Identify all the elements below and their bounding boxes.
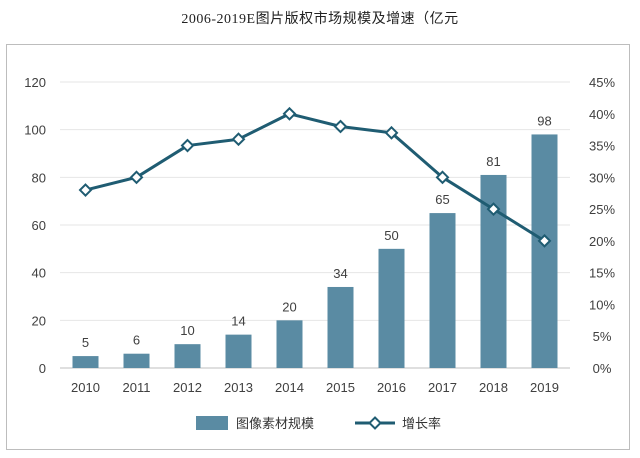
growth-marker: [231, 132, 246, 147]
growth-marker: [486, 202, 501, 217]
bar-data-label: 81: [486, 154, 500, 169]
bar-data-label: 6: [133, 333, 140, 348]
y-left-tick-label: 80: [32, 170, 46, 185]
bar: [123, 353, 150, 368]
y-left-tick-label: 120: [24, 75, 46, 90]
bar: [72, 356, 99, 368]
y-right-tick-label: 30%: [589, 170, 615, 185]
x-tick-label: 2010: [71, 380, 100, 395]
x-tick-label: 2012: [173, 380, 202, 395]
chart-frame: [6, 44, 630, 450]
y-left-tick-label: 100: [24, 123, 46, 138]
y-right-tick-label: 10%: [589, 297, 615, 312]
legend-line-marker: [368, 416, 382, 430]
y-left-tick-label: 20: [32, 313, 46, 328]
y-left-tick-label: 40: [32, 266, 46, 281]
x-tick-label: 2016: [377, 380, 406, 395]
growth-marker: [78, 183, 93, 197]
growth-marker: [129, 170, 144, 185]
growth-marker: [333, 119, 348, 134]
bar: [429, 213, 456, 368]
bar-data-label: 50: [384, 228, 398, 243]
y-right-tick-label: 40%: [589, 107, 615, 122]
y-right-tick-label: 15%: [589, 266, 615, 281]
bar: [276, 320, 303, 368]
bar-data-label: 20: [282, 299, 296, 314]
x-tick-label: 2019: [530, 380, 559, 395]
legend-bar-swatch: [196, 416, 228, 430]
bar: [225, 334, 252, 368]
growth-line: [85, 112, 546, 243]
bar-data-label: 10: [180, 323, 194, 338]
y-right-tick-label: 5%: [593, 329, 612, 344]
x-tick-label: 2018: [479, 380, 508, 395]
bar-data-label: 65: [435, 192, 449, 207]
bar-data-label: 5: [82, 335, 89, 350]
x-tick-label: 2014: [275, 380, 304, 395]
y-right-tick-label: 35%: [589, 139, 615, 154]
bar: [327, 286, 354, 368]
bar-data-label: 98: [537, 113, 551, 128]
growth-marker: [435, 170, 450, 185]
growth-marker: [282, 106, 297, 121]
bar: [378, 248, 405, 368]
y-right-tick-label: 20%: [589, 234, 615, 249]
y-right-tick-label: 25%: [589, 202, 615, 217]
legend-line-label: 增长率: [402, 416, 441, 431]
chart-title: 2006-2019E图片版权市场规模及增速（亿元: [181, 12, 459, 27]
x-tick-label: 2013: [224, 380, 253, 395]
x-tick-label: 2017: [428, 380, 457, 395]
bar-data-label: 34: [333, 266, 347, 281]
x-tick-label: 2011: [123, 380, 151, 395]
bar-data-label: 14: [231, 314, 245, 329]
legend-bar-label: 图像素材规模: [236, 416, 314, 431]
bar: [531, 134, 558, 368]
y-left-tick-label: 0: [39, 361, 46, 376]
growth-marker: [537, 233, 552, 248]
x-tick-label: 2015: [326, 380, 355, 395]
bar: [174, 344, 201, 368]
y-left-tick-label: 60: [32, 218, 46, 233]
y-right-tick-label: 0%: [593, 361, 612, 376]
y-right-tick-label: 45%: [589, 75, 615, 90]
growth-marker: [384, 125, 399, 140]
growth-marker: [180, 138, 195, 153]
